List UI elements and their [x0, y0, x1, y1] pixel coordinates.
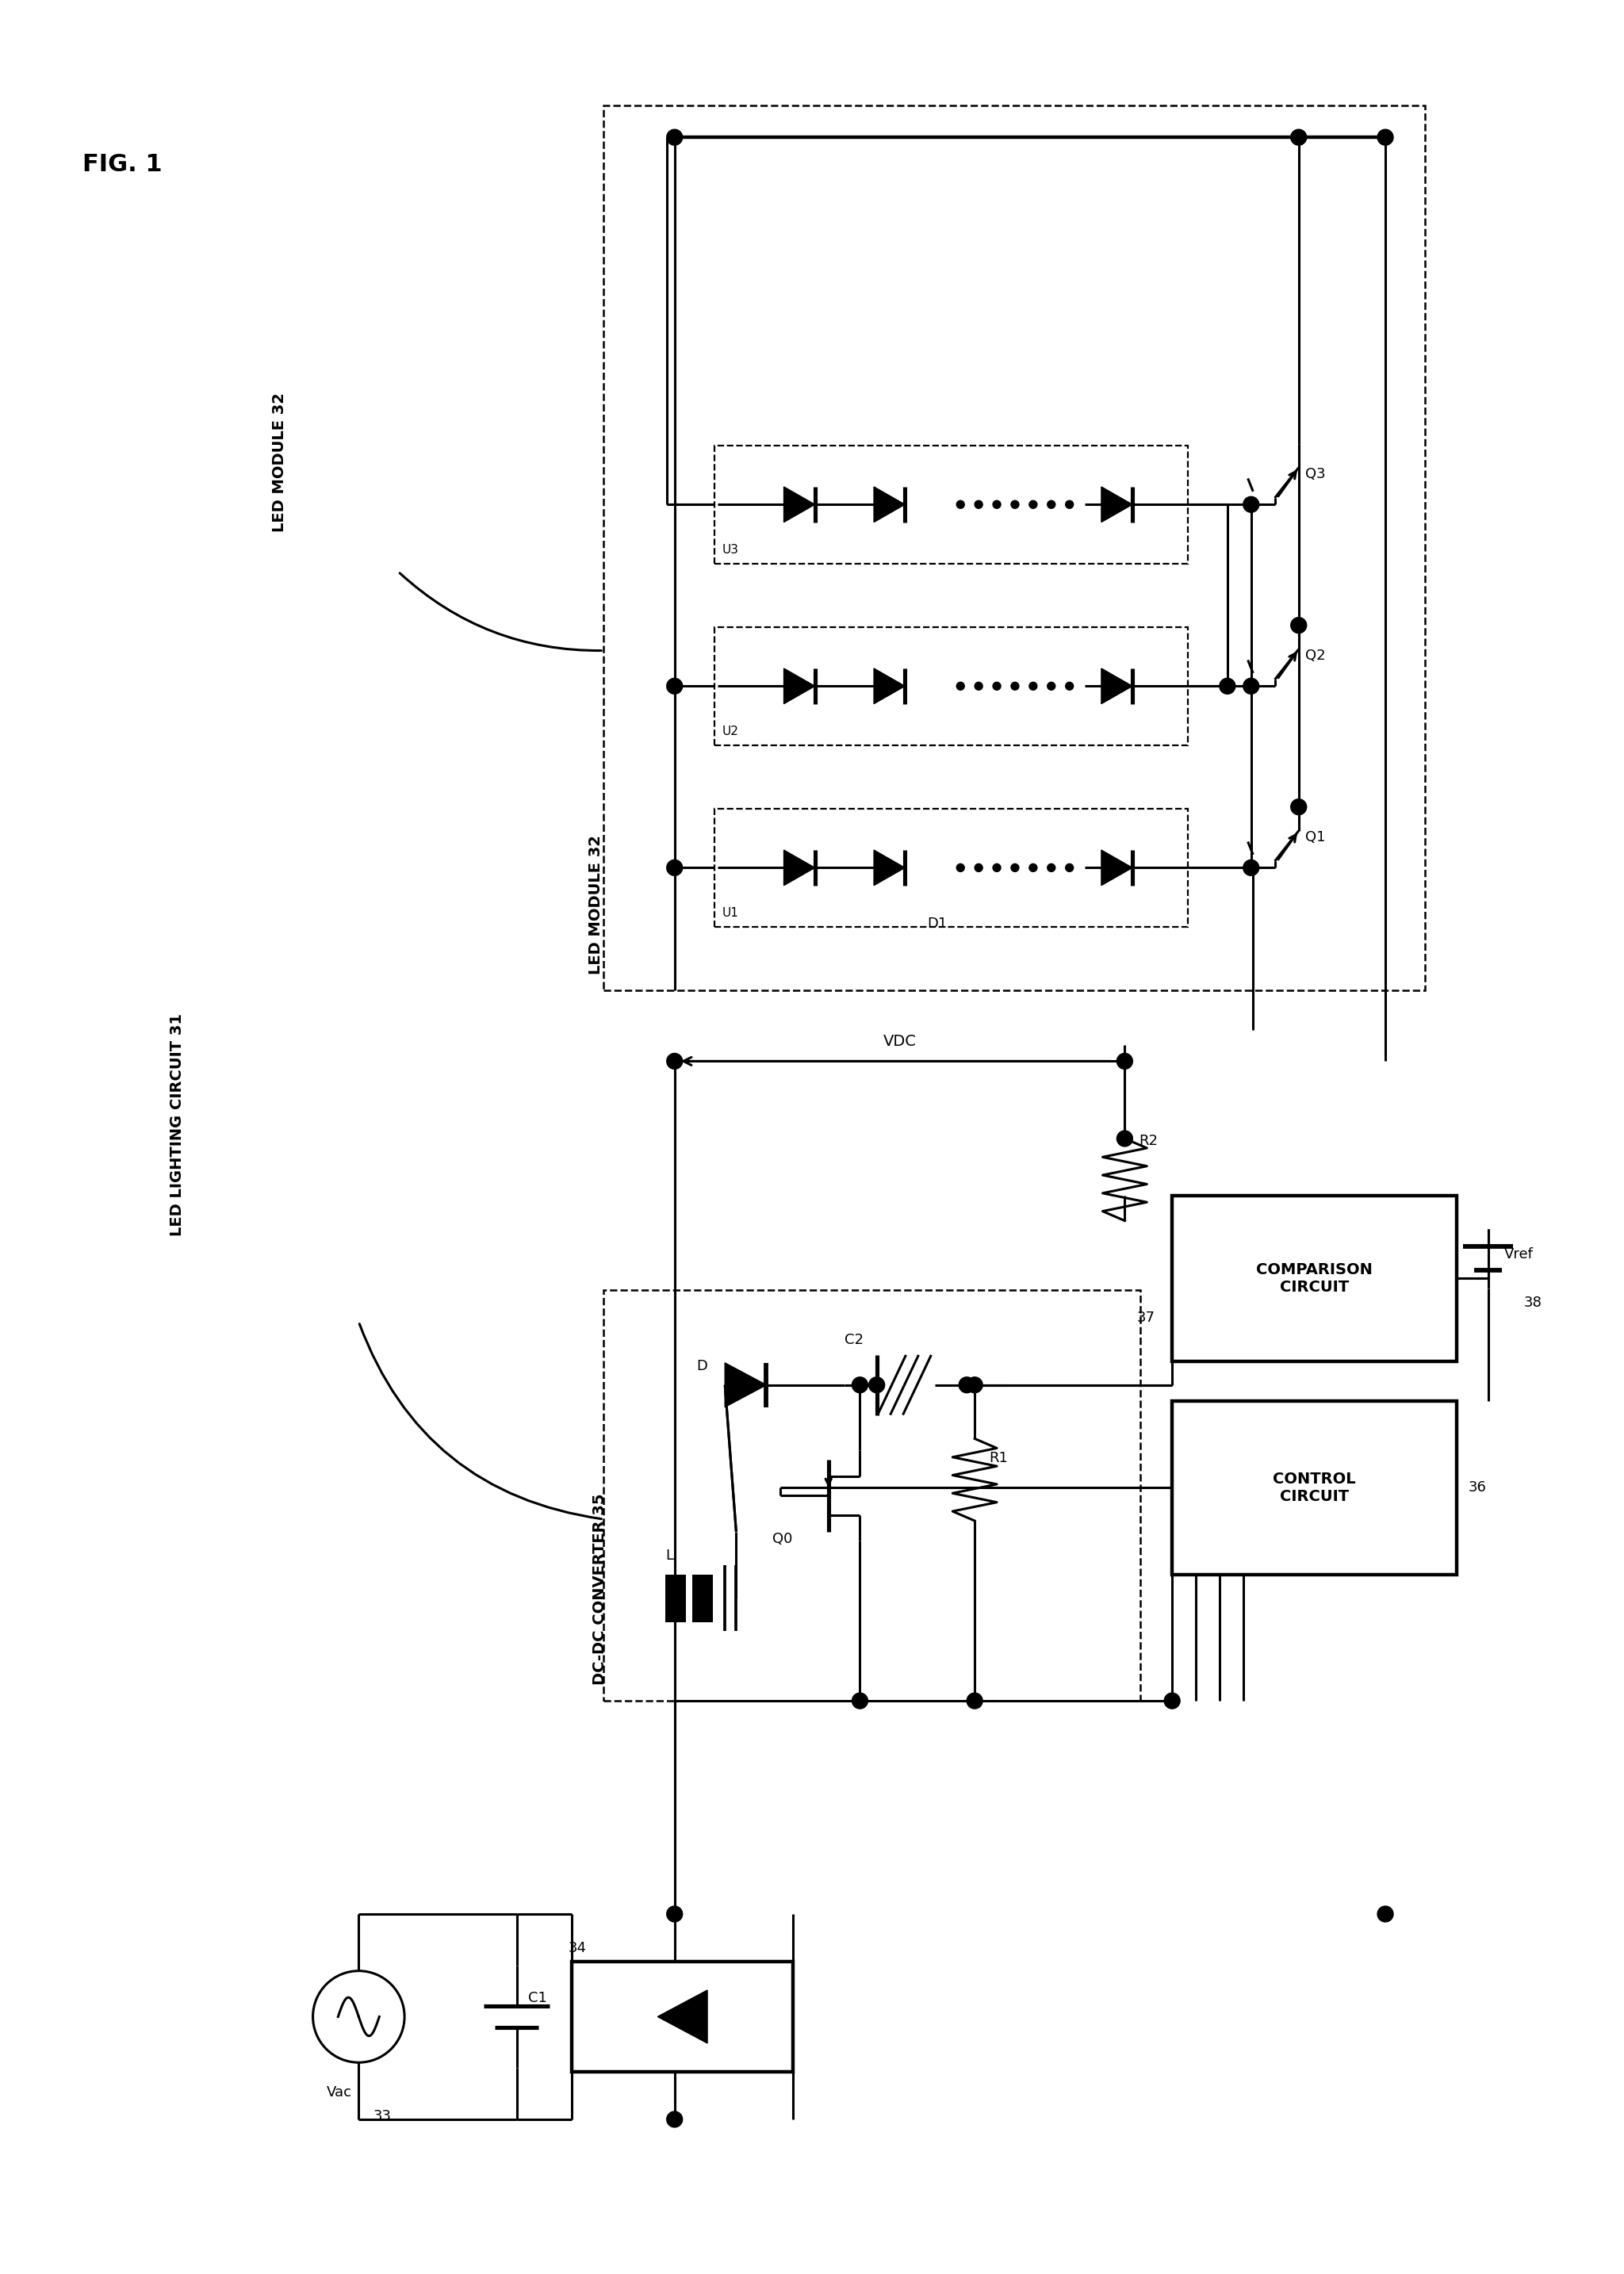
Text: R1: R1 — [989, 1451, 1009, 1464]
Circle shape — [1065, 682, 1073, 689]
Circle shape — [1047, 500, 1056, 509]
Text: U3: U3 — [723, 543, 739, 555]
Bar — [692, 1574, 713, 1621]
Text: U1: U1 — [723, 907, 739, 919]
Text: L: L — [666, 1549, 672, 1562]
Polygon shape — [658, 1990, 708, 2044]
Text: Q0: Q0 — [773, 1533, 793, 1546]
Circle shape — [667, 1053, 682, 1069]
Text: C2: C2 — [844, 1333, 864, 1346]
Circle shape — [869, 1378, 885, 1394]
Circle shape — [1244, 678, 1259, 694]
Circle shape — [1012, 500, 1018, 509]
Text: Vac: Vac — [326, 2085, 352, 2099]
Circle shape — [1012, 864, 1018, 871]
Circle shape — [853, 1692, 867, 1708]
Text: Vref: Vref — [1504, 1248, 1533, 1262]
Text: 37: 37 — [1137, 1310, 1155, 1326]
Circle shape — [1065, 864, 1073, 871]
Polygon shape — [1101, 487, 1132, 523]
Text: CONTROL
CIRCUIT: CONTROL CIRCUIT — [1273, 1471, 1356, 1503]
Text: C1: C1 — [528, 1990, 547, 2006]
Circle shape — [667, 678, 682, 694]
Circle shape — [1220, 678, 1236, 694]
Circle shape — [1117, 1130, 1132, 1146]
Bar — [1173, 1401, 1457, 1574]
Text: U2: U2 — [723, 725, 739, 737]
Circle shape — [1117, 1053, 1132, 1069]
Circle shape — [1047, 682, 1056, 689]
Circle shape — [974, 500, 983, 509]
Circle shape — [957, 682, 965, 689]
Circle shape — [992, 864, 1000, 871]
Circle shape — [966, 1378, 983, 1394]
Text: Q2: Q2 — [1306, 648, 1325, 662]
Polygon shape — [1101, 669, 1132, 703]
Circle shape — [1291, 130, 1307, 146]
Text: Q3: Q3 — [1306, 466, 1325, 482]
Circle shape — [957, 864, 965, 871]
Text: 38: 38 — [1523, 1296, 1541, 1310]
Bar — [604, 1289, 1140, 1701]
Circle shape — [992, 682, 1000, 689]
Polygon shape — [784, 669, 815, 703]
Circle shape — [1030, 682, 1038, 689]
Text: R2: R2 — [1138, 1135, 1158, 1148]
Bar — [715, 628, 1187, 746]
Text: 33: 33 — [374, 2108, 391, 2124]
Bar — [715, 810, 1187, 928]
Circle shape — [667, 860, 682, 875]
Text: 34: 34 — [568, 1940, 586, 1956]
Text: 36: 36 — [1468, 1480, 1486, 1494]
Text: FIG. 1: FIG. 1 — [83, 152, 162, 175]
Polygon shape — [1101, 850, 1132, 885]
Polygon shape — [874, 850, 905, 885]
Bar — [604, 105, 1424, 989]
Circle shape — [1065, 500, 1073, 509]
Circle shape — [667, 1590, 682, 1605]
Bar — [1173, 1196, 1457, 1362]
Circle shape — [966, 1692, 983, 1708]
Circle shape — [958, 1378, 974, 1394]
Circle shape — [992, 500, 1000, 509]
Circle shape — [667, 1906, 682, 1922]
Text: VDC: VDC — [883, 1035, 916, 1048]
Circle shape — [974, 864, 983, 871]
Circle shape — [1164, 1692, 1181, 1708]
Circle shape — [1012, 682, 1018, 689]
Polygon shape — [784, 487, 815, 523]
Text: LED MODULE 32: LED MODULE 32 — [273, 393, 287, 532]
Text: DC-DC CONVERTER 35: DC-DC CONVERTER 35 — [593, 1494, 607, 1685]
Circle shape — [1244, 496, 1259, 512]
Polygon shape — [874, 669, 905, 703]
Circle shape — [1291, 798, 1307, 814]
Circle shape — [1377, 1906, 1393, 1922]
Text: LED MODULE 32: LED MODULE 32 — [588, 835, 603, 973]
Text: D: D — [697, 1360, 708, 1373]
Bar — [666, 1574, 685, 1621]
Text: D1: D1 — [927, 916, 947, 930]
Text: LED LIGHTING CIRCUIT 31: LED LIGHTING CIRCUIT 31 — [169, 1012, 185, 1235]
Circle shape — [1291, 619, 1307, 632]
Circle shape — [1030, 500, 1038, 509]
Circle shape — [667, 130, 682, 146]
Circle shape — [1244, 860, 1259, 875]
Circle shape — [1377, 130, 1393, 146]
Polygon shape — [784, 850, 815, 885]
Circle shape — [1030, 864, 1038, 871]
Bar — [715, 446, 1187, 564]
Circle shape — [974, 682, 983, 689]
Bar — [572, 1962, 793, 2072]
Polygon shape — [724, 1362, 767, 1408]
Text: Q1: Q1 — [1306, 830, 1325, 844]
Polygon shape — [874, 487, 905, 523]
Circle shape — [853, 1378, 867, 1394]
Circle shape — [1047, 864, 1056, 871]
Circle shape — [667, 2113, 682, 2126]
Text: COMPARISON
CIRCUIT: COMPARISON CIRCUIT — [1255, 1262, 1372, 1294]
Circle shape — [957, 500, 965, 509]
